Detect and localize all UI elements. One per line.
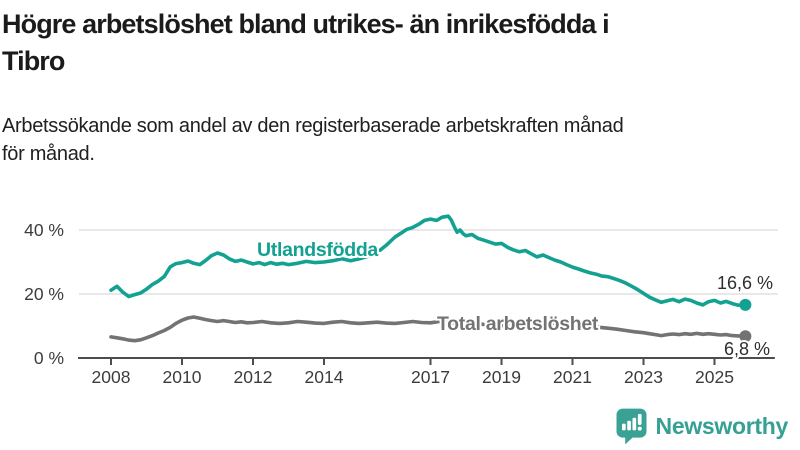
series-end-dot-0 bbox=[739, 298, 752, 311]
x-tick-label-2014: 2014 bbox=[305, 367, 344, 387]
newsworthy-icon bbox=[616, 408, 647, 445]
subtitle-line-2: för månad. bbox=[2, 143, 95, 165]
bar-small bbox=[621, 423, 626, 431]
y-tick-label-40: 40 % bbox=[24, 220, 64, 240]
x-tick-label-2010: 2010 bbox=[163, 367, 202, 387]
bar-medium bbox=[626, 420, 631, 431]
series-line-1 bbox=[109, 315, 748, 343]
x-tick-label-2025: 2025 bbox=[695, 367, 734, 387]
series-end-label-0: 16,6 % bbox=[717, 273, 773, 293]
series-label-0: Utlandsfödda bbox=[257, 239, 378, 261]
y-tick-label-0: 0 % bbox=[34, 348, 64, 368]
x-tick-label-2021: 2021 bbox=[553, 367, 592, 387]
exclamation-dot bbox=[637, 426, 642, 431]
x-tick-label-2017: 2017 bbox=[411, 367, 450, 387]
newsworthy-logo-text: Newsworthy bbox=[655, 413, 789, 439]
x-tick-label-2023: 2023 bbox=[624, 367, 663, 387]
x-tick-label-2008: 2008 bbox=[92, 367, 131, 387]
series-line-0 bbox=[109, 214, 748, 307]
page-title: Högre arbetslöshet bland utrikes- än inr… bbox=[2, 6, 800, 80]
series-end-dot-1 bbox=[739, 330, 752, 343]
bar-large bbox=[631, 417, 636, 431]
newsworthy-logo: Newsworthy bbox=[616, 408, 788, 445]
x-tick-label-2019: 2019 bbox=[482, 367, 521, 387]
exclamation-rod bbox=[637, 413, 642, 426]
y-tick-label-20: 20 % bbox=[24, 284, 64, 304]
title-line-2: Tibro bbox=[2, 46, 65, 76]
title-line-1: Högre arbetslöshet bland utrikes- än inr… bbox=[2, 9, 610, 39]
unemployment-line-chart: 2008 2010 2012 2014 2017 2019 2021 2023 2025 0 % 2… bbox=[24, 214, 778, 387]
series-label-1: Total arbetslöshet bbox=[437, 313, 599, 335]
x-tick-label-2012: 2012 bbox=[234, 367, 273, 387]
chart-subtitle: Arbetssökande som andel av den registerb… bbox=[2, 112, 800, 168]
series-end-label-1: 6,8 % bbox=[724, 339, 770, 359]
subtitle-line-1: Arbetssökande som andel av den registerb… bbox=[2, 115, 624, 137]
